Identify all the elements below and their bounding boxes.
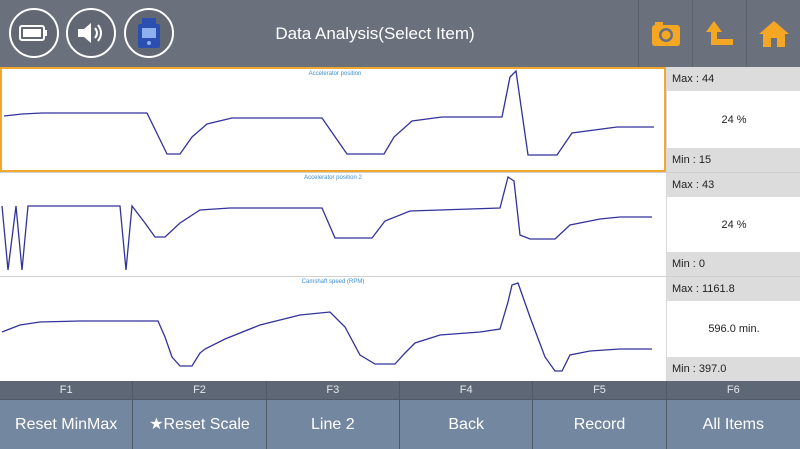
battery-icon xyxy=(19,25,47,41)
current-value: 24 % xyxy=(721,218,747,231)
min-value: Min : 0 xyxy=(667,252,800,276)
min-value: Min : 397.0 xyxy=(667,357,800,381)
graph-title-2: Accelerator position 2 xyxy=(304,175,362,181)
screenshot-button[interactable] xyxy=(638,0,692,67)
max-value: Max : 43 xyxy=(667,173,800,197)
page-title: Data Analysis(Select Item) xyxy=(275,24,475,43)
graph-plot-3[interactable]: Camshaft speed (RPM) xyxy=(0,277,666,381)
f1-reset-minmax-button[interactable]: F1 Reset MinMax xyxy=(0,381,134,449)
home-icon xyxy=(758,20,789,47)
row-divider xyxy=(0,276,800,277)
max-value: Max : 44 xyxy=(667,67,800,91)
fkey-label: All Items xyxy=(666,400,800,449)
home-button[interactable] xyxy=(746,0,800,67)
fkey-label: Record xyxy=(533,400,666,449)
current-value: 24 % xyxy=(721,113,747,126)
value-panel-2: Max : 43 24 % Min : 0 xyxy=(666,173,800,276)
back-nav-button[interactable] xyxy=(692,0,746,67)
fkey-label: ★Reset Scale xyxy=(133,400,266,449)
fkey-number: F5 xyxy=(533,381,666,400)
graph-line-2 xyxy=(1,175,652,271)
speaker-icon xyxy=(78,23,102,43)
fkey-label: Reset MinMax xyxy=(0,400,133,449)
f5-record-button[interactable]: F5 Record xyxy=(533,381,667,449)
camera-icon xyxy=(651,21,680,46)
graph-plot-2[interactable]: Accelerator position 2 xyxy=(0,173,666,276)
value-panel-1: Max : 44 24 % Min : 15 xyxy=(666,67,800,172)
top-bar: Data Analysis(Select Item) xyxy=(0,0,800,67)
graph-row-3[interactable]: Camshaft speed (RPM) Max : 1161.8 596.0 … xyxy=(0,277,800,381)
volume-button[interactable] xyxy=(66,8,116,58)
min-value: Min : 15 xyxy=(667,148,800,172)
value-panel-3: Max : 1161.8 596.0 min. Min : 397.0 xyxy=(666,277,800,381)
graph-plot-1[interactable]: Accelerator position xyxy=(0,67,666,172)
graph-line-1 xyxy=(3,69,654,156)
row-divider xyxy=(0,172,800,173)
vci-button[interactable] xyxy=(124,8,174,58)
fkey-label: Line 2 xyxy=(266,400,399,449)
f6-all-items-button[interactable]: F6 All Items xyxy=(666,381,800,449)
fkey-number: F2 xyxy=(133,381,266,400)
battery-button[interactable] xyxy=(9,8,59,58)
f4-back-button[interactable]: F4 Back xyxy=(400,381,534,449)
function-key-bar: F1 Reset MinMax F2 ★Reset Scale F3 Line … xyxy=(0,381,800,449)
graph-title-3: Camshaft speed (RPM) xyxy=(301,279,365,285)
graph-row-1[interactable]: Accelerator position Max : 44 24 % Min :… xyxy=(0,67,800,172)
graph-title-1: Accelerator position xyxy=(308,71,362,77)
max-value: Max : 1161.8 xyxy=(667,277,800,301)
f2-reset-scale-button[interactable]: F2 ★Reset Scale xyxy=(133,381,267,449)
back-arrow-icon xyxy=(705,20,733,45)
vci-device-icon xyxy=(138,18,160,48)
current-value: 596.0 min. xyxy=(708,323,760,335)
fkey-number: F3 xyxy=(266,381,399,400)
f3-line-2-button[interactable]: F3 Line 2 xyxy=(266,381,400,449)
fkey-label: Back xyxy=(400,400,533,449)
fkey-number: F6 xyxy=(666,381,800,400)
fkey-number: F4 xyxy=(400,381,533,400)
graph-row-2[interactable]: Accelerator position 2 Max : 43 24 % Min… xyxy=(0,173,800,276)
graph-line-3 xyxy=(1,282,652,372)
fkey-number: F1 xyxy=(0,381,133,400)
